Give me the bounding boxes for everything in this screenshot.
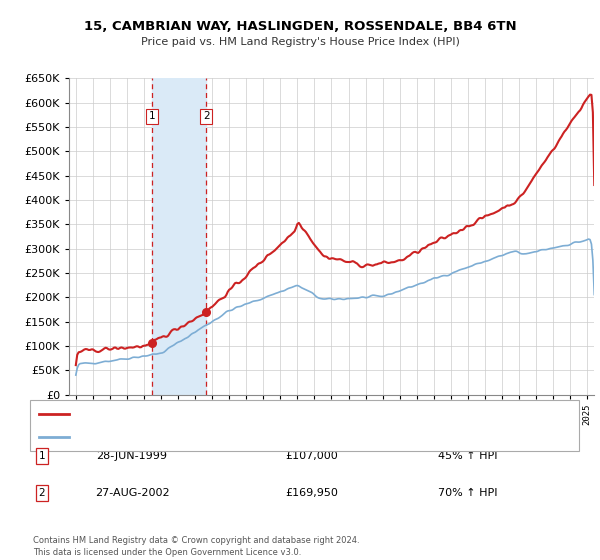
Text: HPI: Average price, detached house, Rossendale: HPI: Average price, detached house, Ross… (75, 432, 311, 442)
Text: 15, CAMBRIAN WAY, HASLINGDEN, ROSSENDALE, BB4 6TN: 15, CAMBRIAN WAY, HASLINGDEN, ROSSENDALE… (83, 20, 517, 32)
Text: £169,950: £169,950 (286, 488, 338, 498)
Text: £107,000: £107,000 (286, 451, 338, 461)
Text: 2: 2 (203, 111, 209, 122)
Text: 1: 1 (149, 111, 155, 122)
Text: 15, CAMBRIAN WAY, HASLINGDEN, ROSSENDALE, BB4 6TN (detached house): 15, CAMBRIAN WAY, HASLINGDEN, ROSSENDALE… (75, 409, 451, 419)
Text: 2: 2 (38, 488, 46, 498)
Text: Contains HM Land Registry data © Crown copyright and database right 2024.
This d: Contains HM Land Registry data © Crown c… (33, 536, 359, 557)
Text: Price paid vs. HM Land Registry's House Price Index (HPI): Price paid vs. HM Land Registry's House … (140, 37, 460, 47)
Text: 70% ↑ HPI: 70% ↑ HPI (438, 488, 498, 498)
Text: 45% ↑ HPI: 45% ↑ HPI (438, 451, 498, 461)
Text: 28-JUN-1999: 28-JUN-1999 (97, 451, 167, 461)
Bar (152, 78, 206, 395)
Text: 27-AUG-2002: 27-AUG-2002 (95, 488, 169, 498)
Text: 1: 1 (38, 451, 46, 461)
